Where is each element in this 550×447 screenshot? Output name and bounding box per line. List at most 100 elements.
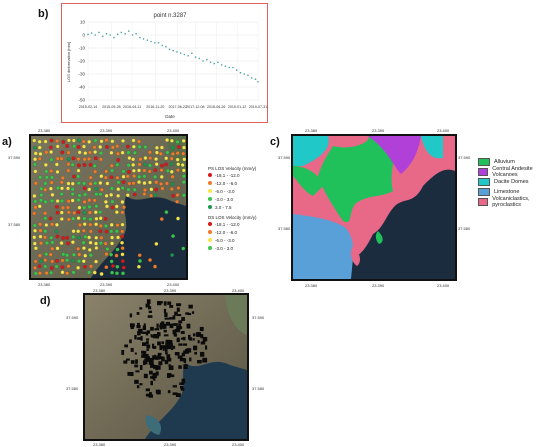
urban-block [183,343,188,346]
urban-block [150,380,154,386]
legend-swatch [208,197,212,201]
data-point [120,31,123,34]
legend-swatch [478,188,490,196]
urban-block [189,357,192,362]
urban-block [176,303,182,307]
urban-block [169,343,173,348]
ps-point [82,186,87,191]
ps-point [137,174,142,179]
urban-block [176,314,182,317]
ps-point [170,182,175,186]
urban-block [157,341,161,346]
ps-point [71,138,76,143]
ps-point [88,175,93,180]
ps-point [76,181,81,186]
ps-point [181,168,186,173]
urban-block [166,354,171,359]
ps-point [66,157,71,162]
data-point [124,32,126,35]
ps-point [127,181,132,186]
ps-point [33,265,37,270]
ps-point [116,158,121,162]
legend-swatch [478,198,489,206]
urban-block [176,307,180,312]
legend-swatch [478,158,490,166]
ps-point [158,151,163,156]
urban-block [155,368,158,371]
urban-block [145,341,149,345]
ps-point [50,192,55,197]
urban-block [163,334,169,337]
urban-block [178,343,183,346]
ps-point [131,168,136,173]
ps-point [171,152,175,156]
urban-block [145,393,151,397]
ps-point [45,241,49,245]
ps-point [71,229,76,234]
ps-point [114,253,119,258]
ps-point [176,168,180,173]
ps-point [114,229,119,234]
ps-point [175,199,180,204]
urban-block [142,325,147,331]
ps-point [32,241,37,246]
x-tick-label: 2017-12-08 [186,105,204,109]
lon-tick: 23.380 [93,288,106,293]
ps-point [131,138,136,143]
ps-point [110,168,115,173]
ps-point [148,150,152,155]
ps-point [66,241,70,246]
ps-point [49,138,54,143]
ps-point [37,145,42,150]
ps-point [37,253,42,258]
ps-point [99,272,104,276]
ps-point [76,157,81,161]
urban-block [178,320,183,324]
ps-point [115,175,120,180]
ps-point [132,192,137,197]
ps-point [71,235,76,239]
data-point [179,52,182,54]
ps-point [81,240,86,245]
urban-block [197,359,202,364]
ps-point [32,211,37,216]
data-point [105,32,108,35]
lon-tick: 23.390 [100,282,113,287]
ps-point [60,258,65,263]
ps-legend-item: -3.0 - 3.0 [208,195,278,203]
ps-point [149,187,154,192]
urban-block [173,323,178,326]
urban-block [134,334,137,340]
legend-swatch [208,173,212,177]
urban-block [153,334,158,339]
urban-block [192,333,196,337]
ps-point [44,223,49,227]
ps-point [37,204,42,209]
lat-tick: 37.580 [252,386,265,391]
data-point [235,69,238,71]
ps-point [132,187,137,192]
y-tick-label: -10 [78,46,85,51]
urban-block [139,330,143,334]
legend-swatch [208,238,212,242]
ps-point [77,150,82,155]
y-tick-label: 10 [80,20,86,25]
ps-point [48,186,53,191]
ps-point [181,151,186,156]
data-point [139,36,141,39]
ps-point [98,223,103,228]
urban-block [200,334,204,339]
ps-point [131,162,136,167]
ps-point [66,199,71,204]
ps-point [116,151,120,156]
ps-point [105,247,110,251]
ps-point [121,265,126,270]
ps-point [82,246,86,251]
ps-point [88,162,93,167]
ps-point [110,186,114,191]
ps-point [87,205,92,209]
lon-tick: 23.390 [164,442,177,447]
legend-swatch [208,230,212,234]
ps-point [39,186,44,191]
ps-point [137,144,142,149]
